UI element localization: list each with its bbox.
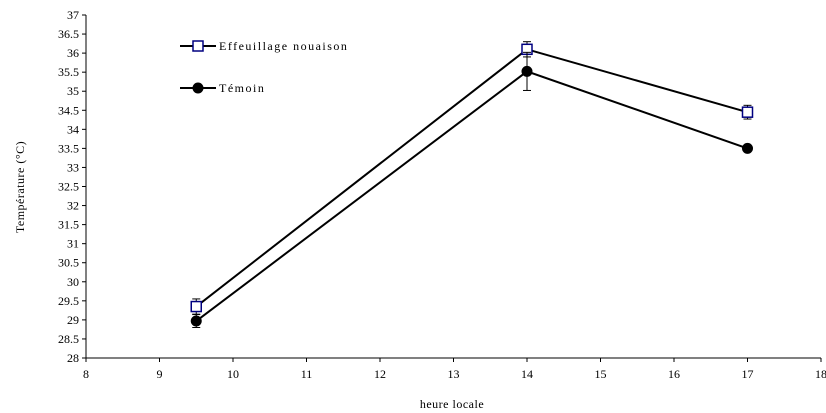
- series-line: [196, 49, 747, 306]
- series-0: [191, 42, 752, 314]
- legend: Effeuillage nouaison Témoin: [180, 39, 348, 95]
- data-point: [191, 302, 201, 312]
- x-tick-label: 14: [521, 367, 533, 381]
- y-tick-label: 30: [67, 275, 79, 289]
- y-tick-label: 34.5: [58, 103, 79, 117]
- y-tick-label: 35.5: [58, 65, 79, 79]
- x-axis-title: heure locale: [420, 397, 484, 411]
- data-point: [743, 107, 753, 117]
- x-tick-label: 16: [668, 367, 680, 381]
- y-tick-label: 37: [67, 8, 79, 22]
- y-tick-label: 35: [67, 84, 79, 98]
- legend-marker: [193, 83, 203, 93]
- y-tick-label: 33: [67, 160, 79, 174]
- x-tick-label: 9: [157, 367, 163, 381]
- x-tick-label: 18: [815, 367, 826, 381]
- legend-entry-0: Effeuillage nouaison: [180, 39, 348, 53]
- y-tick-label: 34: [67, 122, 79, 136]
- y-tick-label: 29.5: [58, 294, 79, 308]
- y-tick-label: 33.5: [58, 141, 79, 155]
- data-point: [522, 66, 532, 76]
- y-tick-label: 31: [67, 237, 79, 251]
- x-tick-label: 15: [595, 367, 607, 381]
- y-tick-label: 31.5: [58, 218, 79, 232]
- x-tick-label: 13: [448, 367, 460, 381]
- legend-marker: [193, 41, 203, 51]
- series-1: [191, 52, 752, 327]
- y-tick-label: 32.5: [58, 180, 79, 194]
- series-line: [196, 71, 747, 321]
- x-tick-label: 10: [227, 367, 239, 381]
- data-point: [191, 316, 201, 326]
- legend-entry-1: Témoin: [180, 81, 265, 95]
- data-point: [743, 143, 753, 153]
- y-tick-label: 28.5: [58, 332, 79, 346]
- legend-label: Témoin: [219, 81, 265, 95]
- x-tick-label: 12: [374, 367, 386, 381]
- series-layer: [191, 42, 752, 328]
- y-tick-label: 36.5: [58, 27, 79, 41]
- x-tick-label: 8: [83, 367, 89, 381]
- y-tick-label: 29: [67, 313, 79, 327]
- y-tick-label: 36: [67, 46, 79, 60]
- x-tick-label: 17: [742, 367, 754, 381]
- legend-label: Effeuillage nouaison: [219, 39, 348, 53]
- y-axis-title: Température (°C): [13, 141, 27, 233]
- y-tick-label: 28: [67, 351, 79, 365]
- axes: 28 28.5 29 29.5 30 30.5 31 31.5 32 32.5 33 33.5 34 34…: [58, 8, 826, 381]
- x-tick-label: 11: [301, 367, 313, 381]
- y-tick-label: 32: [67, 199, 79, 213]
- y-tick-label: 30.5: [58, 256, 79, 270]
